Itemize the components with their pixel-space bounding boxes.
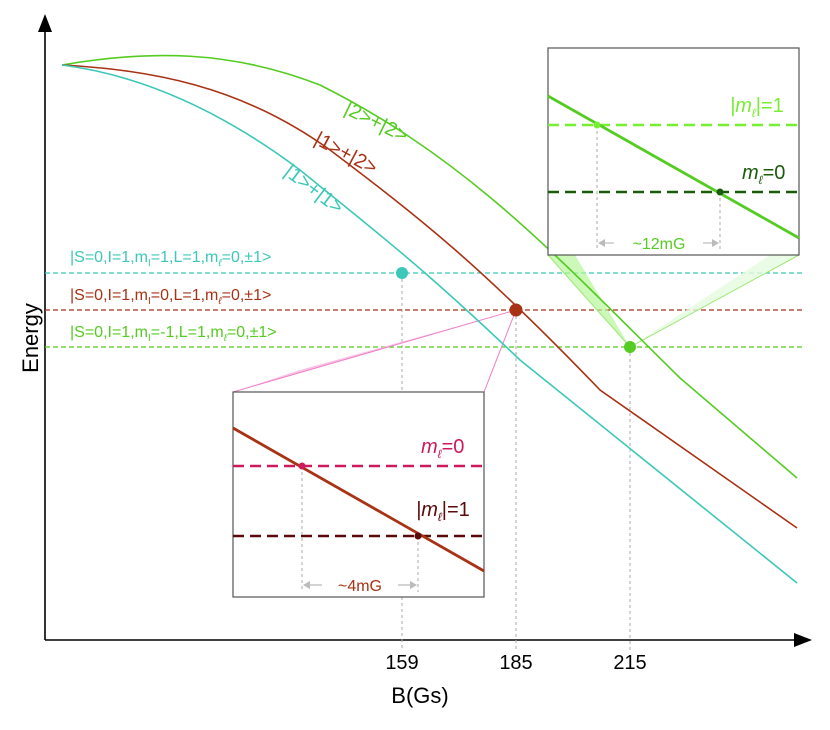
inset-top-frame	[547, 47, 800, 256]
inset-top-arrow-right-icon	[712, 239, 719, 247]
inset-top-arrow-left-icon	[598, 239, 605, 247]
inset-top-label-lower: mℓ=0	[742, 162, 785, 187]
y-axis-label: Energy	[18, 303, 43, 373]
level-label-mi-1: |S=0,I=1,mI=1,L=1,mℓ=0,±1>	[70, 249, 271, 269]
zoom-line-top-left	[547, 254, 631, 348]
x-axis-label: B(Gs)	[391, 683, 448, 708]
inset-bottom-spacing-label: ~4mG	[338, 578, 382, 595]
zoom-line-top-right	[629, 254, 800, 348]
inset-bottom-crossing-line	[232, 426, 485, 573]
inset-bottom-label-lower: |mℓ|=1	[416, 499, 470, 524]
inset-top-point-lower	[716, 188, 724, 196]
inset-bottom-point-upper	[298, 462, 306, 470]
x-tick-215: 215	[613, 652, 646, 674]
inset-top: ~12mG |mℓ|=1 mℓ=0	[547, 47, 800, 256]
curve-2-2	[61, 54, 798, 479]
inset-bottom-frame	[232, 391, 485, 598]
inset-bottom-label-upper: mℓ=0	[421, 436, 464, 461]
curve-1-1	[61, 64, 798, 584]
x-tick-159: 159	[385, 652, 418, 674]
inset-top-label-upper: |mℓ|=1	[730, 95, 784, 120]
inset-bottom-arrow-right-icon	[410, 581, 417, 589]
curve-label-2-2: |2>+|2>	[341, 98, 411, 147]
x-axis-arrow-icon	[794, 633, 812, 647]
inset-bottom-arrow-left-icon	[303, 581, 310, 589]
zoom-line-bottom-right	[483, 309, 517, 393]
x-tick-185: 185	[499, 652, 532, 674]
level-label-mi-0: |S=0,I=1,mI=0,L=1,mℓ=0,±1>	[70, 287, 271, 307]
level-label-mi-minus1: |S=0,I=1,mI=-1,L=1,mℓ=0,±1>	[70, 324, 277, 344]
inset-top-spacing-label: ~12mG	[633, 236, 686, 253]
inset-top-point-upper	[593, 121, 601, 129]
zoom-line-bottom-left	[232, 309, 517, 393]
crossing-point-159	[396, 267, 408, 279]
curve-label-1-1: |1>+|1>	[280, 160, 347, 218]
crossing-point-215	[624, 341, 636, 353]
y-axis-arrow-icon	[38, 14, 52, 32]
curve-label-1-2: |1>+|2>	[311, 128, 381, 179]
crossing-point-185	[509, 303, 523, 317]
inset-top-crossing-line	[547, 94, 800, 240]
inset-bottom: ~4mG mℓ=0 |mℓ|=1	[232, 391, 485, 598]
inset-bottom-point-lower	[414, 532, 422, 540]
